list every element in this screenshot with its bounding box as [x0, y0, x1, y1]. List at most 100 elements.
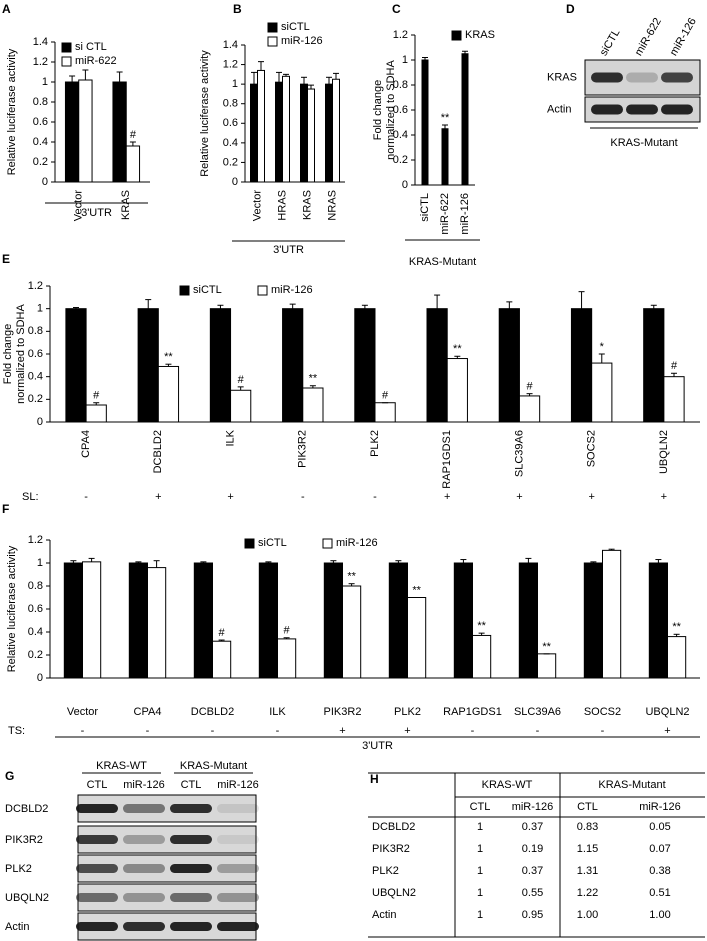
bar [518, 395, 541, 423]
x-tick-label: CPA4 [134, 706, 162, 718]
blot-band [123, 804, 165, 813]
bar [667, 636, 687, 679]
bar [461, 53, 469, 186]
blot-band [591, 72, 623, 83]
row-label: Actin [5, 921, 29, 933]
bar [282, 75, 290, 183]
row-value: - [84, 491, 88, 503]
blot-band [626, 104, 658, 115]
x-tick-label: Vector [251, 190, 263, 222]
bar [250, 83, 258, 183]
x-tick-label: siCTL [419, 193, 431, 222]
blot-band [123, 922, 165, 931]
table-header: miR-126 [512, 801, 554, 813]
table-cell: 1.15 [577, 843, 598, 855]
bar [85, 404, 107, 423]
x-tick-label: PLK2 [394, 706, 421, 718]
bar [65, 308, 87, 423]
legend-label: KRAS [465, 29, 495, 41]
x-tick-label: SLC39A6 [513, 430, 525, 477]
bar [112, 81, 127, 183]
row-value: + [664, 725, 670, 737]
x-tick-label: SOCS2 [584, 706, 621, 718]
group-label: KRAS-Mutant [409, 256, 476, 268]
lane-label: miR-622 [633, 16, 664, 58]
bar [374, 402, 396, 423]
x-tick-label: miR-126 [459, 193, 471, 235]
bar [307, 88, 315, 183]
y-tick-label: 1.2 [28, 280, 43, 292]
legend-label: miR-126 [336, 537, 378, 549]
table-cell: 0.83 [577, 821, 598, 833]
bar [277, 638, 297, 679]
table-row-label: PLK2 [372, 865, 399, 877]
legend-swatch [267, 22, 278, 33]
bar [212, 640, 232, 679]
bar [275, 81, 283, 183]
bar [441, 128, 449, 186]
x-tick-label: UBQLN2 [645, 706, 689, 718]
y-axis-label: normalized to SDHA [385, 60, 397, 160]
y-tick-label: 0.8 [28, 580, 43, 592]
row-value: + [155, 491, 161, 503]
x-tick-label: KRAS [301, 190, 313, 220]
table-header: miR-126 [639, 801, 681, 813]
y-tick-label: 1 [37, 303, 43, 315]
y-tick-label: 1.2 [223, 58, 238, 70]
blot-band [76, 922, 118, 931]
y-tick-label: 1.4 [223, 39, 238, 51]
bar [257, 69, 265, 183]
row-value: - [276, 725, 280, 737]
row-value: - [373, 491, 377, 503]
panel-letter: E [2, 252, 10, 266]
lane-label: miR-126 [123, 779, 165, 791]
blot-band [217, 922, 259, 931]
annotation: # [219, 627, 226, 639]
x-tick-label: DCBLD2 [152, 430, 164, 473]
y-tick-label: 0.8 [33, 96, 48, 108]
x-tick-label: SLC39A6 [514, 706, 561, 718]
panel-letter: B [233, 2, 242, 16]
x-tick-label: PIK3R2 [324, 706, 362, 718]
table-cell: 1 [477, 865, 483, 877]
blot-band [626, 72, 658, 83]
y-tick-label: 0 [37, 672, 43, 684]
table-cell: 0.95 [522, 909, 543, 921]
group-label: KRAS-WT [96, 760, 147, 772]
y-tick-label: 1 [232, 78, 238, 90]
table-cell: 0.05 [649, 821, 670, 833]
group-label: 3'UTR [362, 740, 393, 752]
annotation: ** [309, 373, 318, 385]
bar [82, 561, 102, 679]
legend-label: miR-126 [271, 284, 313, 296]
lane-label: CTL [87, 779, 108, 791]
bar [332, 78, 340, 183]
bar [354, 308, 376, 423]
row-label: Actin [547, 103, 571, 115]
row-label: UBQLN2 [5, 892, 49, 904]
annotation: ** [412, 584, 421, 596]
legend-swatch [179, 285, 190, 296]
table-row-label: DCBLD2 [372, 821, 415, 833]
y-tick-label: 0.2 [28, 649, 43, 661]
legend-label: siCTL [281, 21, 310, 33]
x-tick-label: SOCS2 [586, 430, 598, 467]
bar [498, 308, 520, 423]
annotation: ** [477, 620, 486, 632]
table-row-label: Actin [372, 909, 396, 921]
table-row-label: PIK3R2 [372, 843, 410, 855]
row-value: + [227, 491, 233, 503]
bar [64, 81, 80, 183]
row-value: - [146, 725, 150, 737]
y-tick-label: 1 [37, 557, 43, 569]
y-tick-label: 0.6 [223, 117, 238, 129]
blot-band [123, 864, 165, 873]
table-cell: 1.22 [577, 887, 598, 899]
y-tick-label: 1 [42, 76, 48, 88]
table-cell: 0.38 [649, 865, 670, 877]
legend-swatch [61, 42, 72, 53]
annotation: # [382, 390, 389, 402]
table-cell: 1 [477, 821, 483, 833]
bar [193, 562, 214, 679]
